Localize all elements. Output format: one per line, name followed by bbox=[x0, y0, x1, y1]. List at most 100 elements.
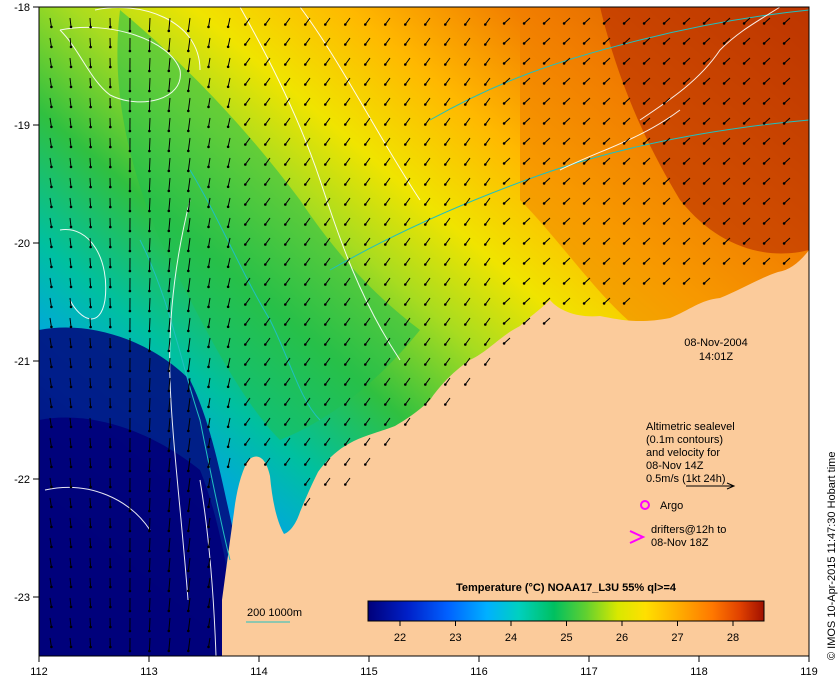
velocity-arrow-head bbox=[742, 122, 746, 125]
velocity-arrow bbox=[364, 217, 371, 225]
velocity-arrow-head bbox=[464, 363, 467, 366]
velocity-arrow-head bbox=[167, 489, 171, 493]
velocity-arrow bbox=[384, 157, 391, 165]
velocity-arrow-head bbox=[324, 383, 327, 386]
velocity-arrow-head bbox=[344, 443, 347, 446]
velocity-arrow bbox=[49, 197, 52, 207]
velocity-arrow bbox=[264, 457, 271, 465]
velocity-arrow bbox=[643, 177, 651, 184]
velocity-arrow bbox=[284, 57, 291, 65]
velocity-arrow-head bbox=[244, 343, 247, 346]
velocity-arrow-head bbox=[244, 143, 247, 146]
velocity-arrow-head bbox=[602, 142, 606, 145]
velocity-arrow bbox=[49, 77, 52, 87]
velocity-arrow-head bbox=[404, 143, 407, 146]
velocity-arrow-head bbox=[284, 103, 287, 106]
velocity-arrow-head bbox=[187, 129, 190, 133]
velocity-arrow bbox=[187, 437, 191, 451]
velocity-arrow bbox=[424, 97, 431, 105]
velocity-arrow bbox=[344, 257, 351, 265]
velocity-arrow bbox=[187, 557, 191, 571]
velocity-arrow bbox=[324, 397, 331, 405]
velocity-arrow-head bbox=[207, 245, 210, 249]
velocity-arrow bbox=[227, 457, 231, 467]
velocity-arrow bbox=[484, 97, 491, 105]
velocity-arrow-head bbox=[167, 409, 171, 413]
velocity-arrow-head bbox=[484, 303, 487, 306]
velocity-arrow bbox=[424, 57, 431, 65]
velocity-arrow bbox=[168, 577, 171, 591]
velocity-arrow-head bbox=[128, 429, 132, 433]
velocity-arrow-head bbox=[69, 245, 73, 249]
velocity-arrow bbox=[444, 137, 451, 145]
velocity-arrow-head bbox=[128, 389, 132, 393]
velocity-arrow bbox=[643, 157, 651, 164]
velocity-arrow bbox=[148, 477, 151, 492]
velocity-arrow-head bbox=[464, 203, 467, 206]
velocity-arrow bbox=[304, 497, 311, 505]
velocity-arrow bbox=[364, 437, 371, 445]
velocity-arrow bbox=[723, 77, 731, 84]
velocity-arrow-head bbox=[344, 203, 347, 206]
velocity-arrow-head bbox=[662, 82, 666, 85]
velocity-arrow-head bbox=[682, 182, 686, 185]
velocity-arrow-head bbox=[264, 203, 267, 206]
velocity-arrow-head bbox=[167, 509, 171, 513]
velocity-arrow-head bbox=[344, 163, 347, 166]
velocity-arrow-head bbox=[89, 45, 92, 49]
velocity-arrow bbox=[464, 197, 471, 205]
velocity-arrow-head bbox=[464, 323, 467, 326]
velocity-arrow bbox=[623, 217, 631, 224]
velocity-arrow-head bbox=[69, 185, 73, 189]
velocity-arrow bbox=[543, 217, 551, 224]
velocity-arrow bbox=[683, 157, 691, 164]
velocity-arrow bbox=[523, 157, 531, 164]
velocity-arrow-head bbox=[622, 222, 626, 225]
velocity-arrow bbox=[763, 137, 771, 144]
velocity-arrow-head bbox=[226, 405, 230, 409]
velocity-arrow-head bbox=[226, 265, 230, 269]
velocity-arrow bbox=[89, 237, 92, 248]
velocity-arrow-head bbox=[344, 403, 347, 406]
velocity-arrow-head bbox=[244, 443, 247, 446]
map-time: 14:01Z bbox=[699, 351, 734, 363]
velocity-arrow bbox=[603, 77, 611, 84]
lon-tick-label: 117 bbox=[580, 666, 598, 678]
isobath-key-label: 200 1000m bbox=[247, 607, 302, 619]
velocity-arrow-head bbox=[167, 209, 171, 213]
velocity-arrow-head bbox=[207, 565, 210, 569]
velocity-arrow-head bbox=[284, 123, 287, 126]
velocity-arrow bbox=[384, 437, 391, 445]
velocity-arrow bbox=[304, 337, 311, 345]
velocity-arrow bbox=[168, 417, 171, 431]
colorbar-tick-label: 25 bbox=[560, 632, 572, 644]
velocity-arrow bbox=[89, 217, 92, 228]
velocity-arrow bbox=[344, 117, 351, 125]
velocity-arrow bbox=[623, 197, 631, 204]
velocity-arrow bbox=[304, 377, 311, 385]
velocity-arrow bbox=[763, 57, 771, 64]
velocity-arrow-head bbox=[167, 329, 171, 333]
velocity-arrow bbox=[69, 637, 72, 647]
velocity-arrow-head bbox=[128, 549, 132, 553]
velocity-arrow bbox=[49, 377, 52, 387]
velocity-arrow-head bbox=[682, 282, 686, 285]
velocity-arrow-head bbox=[542, 102, 546, 105]
velocity-arrow bbox=[69, 517, 72, 527]
velocity-arrow bbox=[148, 37, 151, 52]
velocity-arrow bbox=[583, 117, 591, 124]
velocity-arrow-head bbox=[69, 305, 73, 309]
velocity-arrow-head bbox=[50, 505, 53, 509]
velocity-arrow bbox=[663, 157, 671, 164]
colorbar-gradient bbox=[367, 600, 765, 622]
velocity-arrow-head bbox=[50, 165, 53, 169]
velocity-arrow bbox=[304, 37, 311, 45]
velocity-arrow-head bbox=[304, 403, 307, 406]
velocity-arrow-head bbox=[148, 469, 151, 473]
velocity-arrow-head bbox=[226, 205, 230, 209]
velocity-arrow-head bbox=[344, 263, 347, 266]
velocity-arrow-head bbox=[167, 129, 171, 133]
velocity-arrow-head bbox=[324, 283, 327, 286]
velocity-arrow bbox=[384, 217, 391, 225]
velocity-arrow-head bbox=[109, 625, 112, 629]
